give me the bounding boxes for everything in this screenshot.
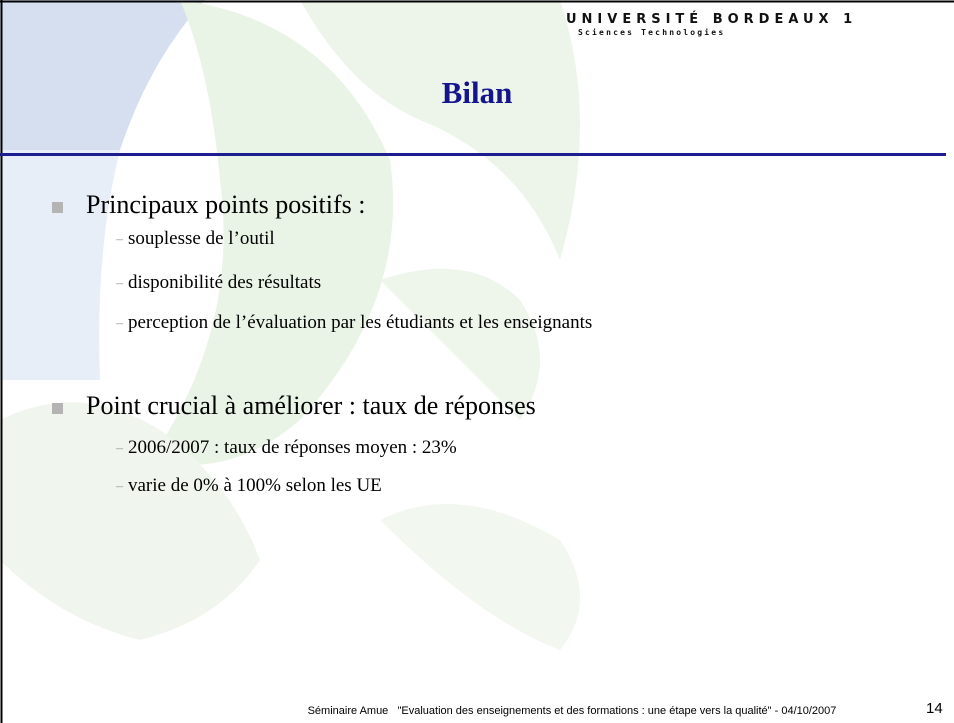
sub-item: perception de l’évaluation par les étudi… [128, 312, 592, 334]
dash: – [116, 316, 123, 332]
brand-subtitle: Sciences Technologies [578, 28, 725, 37]
brand: UNIVERSITÉ BORDEAUX 1 [566, 12, 857, 27]
slide: UNIVERSITÉ BORDEAUX 1 Sciences Technolog… [0, 0, 954, 723]
dash: – [116, 479, 123, 495]
page-number: 14 [926, 700, 943, 717]
dash: – [116, 276, 123, 292]
bullet [52, 202, 63, 213]
sub-item: disponibilité des résultats [128, 272, 321, 294]
title-rule [0, 153, 946, 156]
bullet-heading: Principaux points positifs : [86, 190, 366, 220]
dash: – [116, 441, 123, 457]
slide-title: Bilan [0, 75, 954, 111]
footer: Séminaire Amue "Evaluation des enseignem… [0, 705, 954, 717]
sub-item: varie de 0% à 100% selon les UE [128, 475, 382, 497]
sub-item: souplesse de l’outil [128, 228, 275, 250]
sub-item: 2006/2007 : taux de réponses moyen : 23% [128, 437, 457, 459]
bullet-heading: Point crucial à améliorer : taux de répo… [86, 391, 536, 421]
bullet [52, 403, 63, 414]
dash: – [116, 232, 123, 248]
